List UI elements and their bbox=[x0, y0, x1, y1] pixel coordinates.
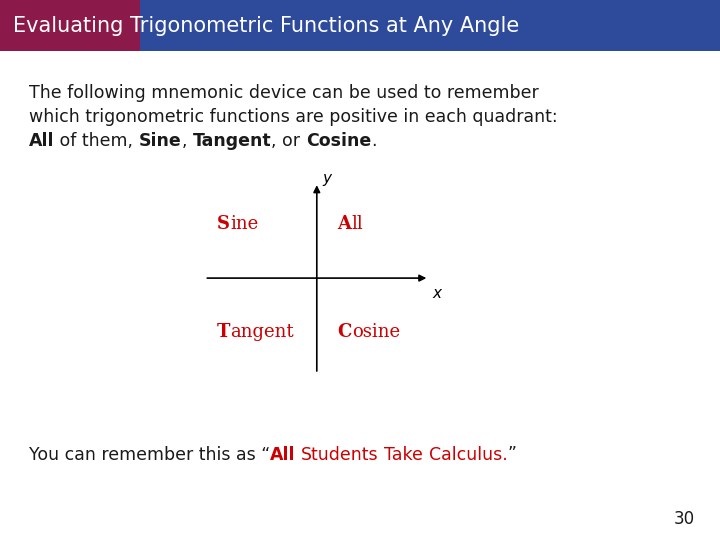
Text: S: S bbox=[217, 215, 230, 233]
Text: ”: ” bbox=[508, 446, 516, 463]
Text: osine: osine bbox=[352, 323, 400, 341]
Text: ll: ll bbox=[351, 215, 364, 233]
Text: of them,: of them, bbox=[54, 132, 139, 150]
Text: Tangent: Tangent bbox=[192, 132, 271, 150]
Text: Students: Students bbox=[301, 446, 379, 463]
Text: Cosine: Cosine bbox=[306, 132, 371, 150]
Text: A: A bbox=[338, 215, 351, 233]
Text: $y$: $y$ bbox=[322, 172, 333, 188]
Text: Evaluating Trigonometric Functions at Any Angle: Evaluating Trigonometric Functions at An… bbox=[13, 16, 519, 36]
Text: which trigonometric functions are positive in each quadrant:: which trigonometric functions are positi… bbox=[29, 108, 557, 126]
Text: All: All bbox=[29, 132, 54, 150]
Text: Take: Take bbox=[384, 446, 423, 463]
Text: Calculus.: Calculus. bbox=[428, 446, 508, 463]
Text: T: T bbox=[217, 323, 230, 341]
Text: .: . bbox=[371, 132, 377, 150]
Text: C: C bbox=[338, 323, 352, 341]
Text: angent: angent bbox=[230, 323, 294, 341]
Text: Sine: Sine bbox=[139, 132, 181, 150]
Text: $x$: $x$ bbox=[432, 286, 444, 301]
Text: You can remember this as “: You can remember this as “ bbox=[29, 446, 270, 463]
Text: ine: ine bbox=[230, 215, 258, 233]
Text: 30: 30 bbox=[674, 510, 695, 528]
Text: All: All bbox=[270, 446, 295, 463]
Text: , or: , or bbox=[271, 132, 306, 150]
Text: ,: , bbox=[181, 132, 192, 150]
Text: The following mnemonic device can be used to remember: The following mnemonic device can be use… bbox=[29, 84, 539, 102]
